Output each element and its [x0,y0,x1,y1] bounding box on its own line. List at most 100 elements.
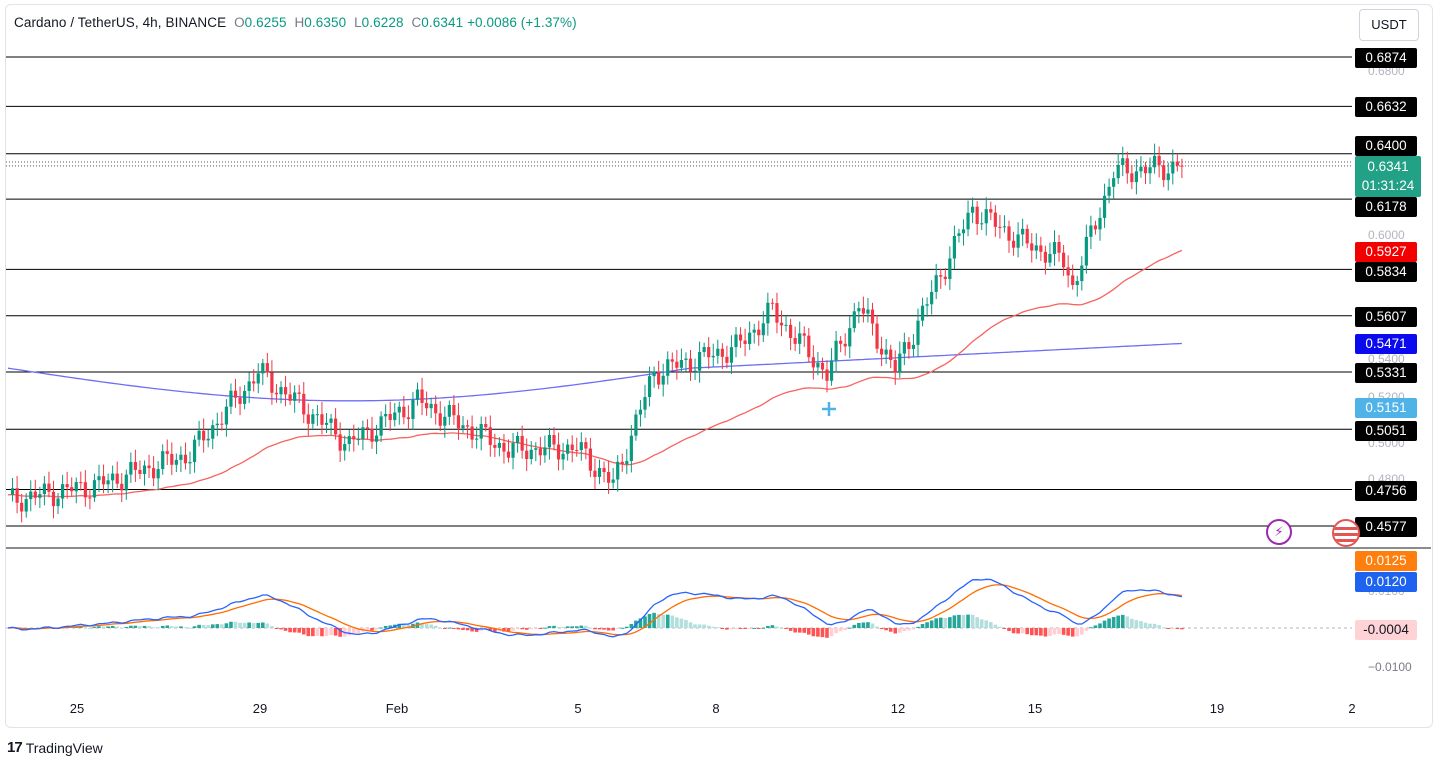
x-tick-label: 19 [1209,701,1225,716]
candle-body [820,362,825,370]
x-tick-label: 2 [1348,701,1356,716]
candle-body [274,392,279,395]
macd-histogram-bar [1143,622,1148,628]
macd-hist-badge: -0.0004 [1355,620,1417,640]
candle-body [188,462,192,464]
level-badge: 0.6178 [1355,197,1417,217]
candle-body [261,363,265,374]
macd-histogram-bar [374,628,379,630]
chart-frame[interactable] [5,4,1433,728]
brand-text: TradingView [25,739,103,756]
candle-body [652,371,656,377]
candle-body [15,488,19,503]
macd-histogram-bar [875,626,879,628]
candle-body [811,357,815,368]
macd-histogram-bar [861,622,866,628]
macd-histogram-bar [165,625,170,628]
candle-body [70,487,74,492]
level-badge: 0.5331 [1355,363,1417,383]
macd-histogram-bar [297,628,301,633]
candle-body [1102,195,1107,218]
candle-body [1075,281,1079,286]
candle-body [343,443,347,451]
close-label: C [411,15,422,30]
macd-histogram-bar [784,628,788,629]
macd-histogram-bar [224,623,229,628]
candle-body [684,358,688,360]
candle-body [661,375,665,385]
candle-body [406,417,410,419]
candle-body [120,483,124,491]
candle-body [602,467,606,472]
candle-body [488,427,492,445]
x-tick-label: 12 [890,701,906,716]
candle-body [425,402,429,409]
candle-body [74,482,78,492]
candle-body [329,418,333,423]
candle-body [475,438,479,440]
candle-body [33,491,37,498]
macd-histogram-bar [611,628,615,631]
candle-body [20,502,24,512]
candle-body [506,451,511,458]
macd-histogram-bar [383,625,388,628]
macd-histogram-bar [584,625,588,628]
flag-icon[interactable] [1332,519,1360,547]
macd-histogram-bar [797,628,802,633]
candle-body [629,435,633,462]
macd-histogram-bar [1080,628,1084,635]
macd-histogram-bar [934,618,938,628]
candle-body [133,462,137,470]
candle-body [638,409,643,415]
candle-body [793,337,797,344]
candle-body [65,484,69,488]
macd-histogram-bar [534,628,538,629]
macd-histogram-bar [556,626,561,628]
candle-body [170,453,174,465]
candle-body [716,348,720,356]
candle-body [675,361,679,368]
candle-body [561,453,565,460]
macd-histogram-bar [324,628,329,636]
currency-selector-button[interactable]: USDT [1359,9,1419,41]
macd-histogram-bar [1161,627,1166,629]
candle-body [1180,165,1184,167]
macd-histogram-bar [1066,628,1070,636]
level-badge: 0.6400 [1355,136,1417,156]
bar-countdown: 01:31:24 [1361,178,1415,193]
macd-histogram-bar [779,627,784,629]
candle-body [843,343,847,347]
level-badge: 0.5834 [1355,262,1417,282]
candle-body [998,226,1002,228]
ema-fast-line [7,249,1183,498]
candle-body [893,360,897,373]
macd-histogram-bar [888,628,893,632]
macd-histogram-bar [893,628,898,634]
candle-body [984,209,988,224]
candle-body [966,212,970,230]
candle-body [79,482,83,484]
macd-histogram-bar [916,626,920,628]
candle-body [570,444,574,451]
macd-histogram-bar [629,623,634,628]
macd-histogram-bar [1034,628,1039,636]
candle-body [1166,173,1170,181]
candle-body [975,206,979,225]
macd-histogram-bar [247,622,251,628]
macd-histogram-bar [802,628,807,633]
candle-body [224,406,228,425]
candle-body [807,335,811,358]
cursor-price-badge: 0.5151 [1355,398,1417,418]
tradingview-brand[interactable]: 17 TradingView [7,739,103,756]
candle-body [161,451,165,470]
macd-histogram-bar [461,628,465,630]
macd-histogram-bar [993,624,998,628]
candle-body [293,392,297,401]
low-label: L [354,15,362,30]
macd-histogram-bar [220,624,224,628]
lightning-icon[interactable]: ⚡ [1266,519,1292,545]
candle-body [1130,173,1134,183]
macd-histogram-bar [279,628,283,630]
macd-histogram-bar [793,628,797,633]
